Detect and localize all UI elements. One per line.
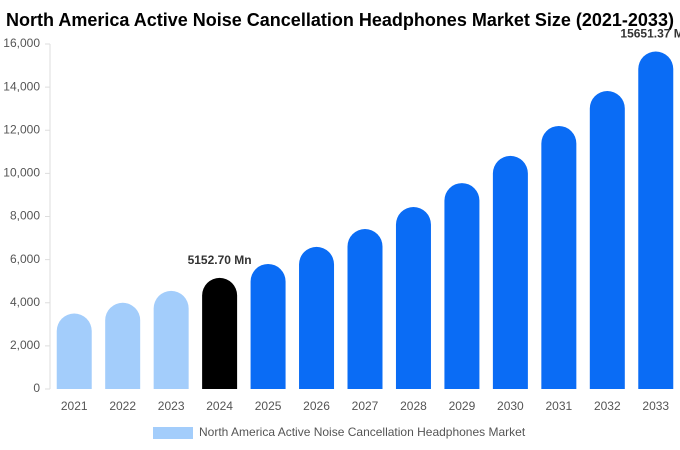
y-tick-label: 12,000 — [3, 122, 40, 136]
x-tick-label: 2028 — [400, 399, 427, 413]
bar — [56, 313, 92, 389]
x-tick-label: 2025 — [255, 399, 282, 413]
legend-swatch — [153, 427, 193, 439]
x-tick-label: 2023 — [158, 399, 185, 413]
x-tick-label: 2031 — [545, 399, 572, 413]
y-tick-label: 0 — [33, 381, 40, 395]
x-tick-label: 2029 — [449, 399, 476, 413]
bar — [589, 91, 625, 389]
y-tick-label: 8,000 — [10, 209, 40, 223]
bar — [395, 207, 431, 389]
bar — [299, 246, 335, 389]
bar — [347, 229, 383, 389]
y-tick-label: 2,000 — [10, 338, 40, 352]
chart-title: North America Active Noise Cancellation … — [6, 10, 674, 30]
data-label: 15651.37 Mn — [620, 27, 680, 41]
x-tick-label: 2021 — [61, 399, 88, 413]
y-tick-label: 16,000 — [3, 36, 40, 50]
bar — [492, 155, 528, 389]
legend-label: North America Active Noise Cancellation … — [199, 425, 526, 439]
y-tick-label: 4,000 — [10, 295, 40, 309]
x-tick-label: 2026 — [303, 399, 330, 413]
bar — [153, 290, 189, 389]
y-tick-label: 10,000 — [3, 166, 40, 180]
bar — [444, 183, 480, 389]
x-tick-label: 2022 — [109, 399, 136, 413]
x-tick-label: 2033 — [642, 399, 669, 413]
bar — [541, 125, 577, 389]
y-tick-label: 6,000 — [10, 252, 40, 266]
bar — [105, 302, 141, 389]
x-tick-label: 2032 — [594, 399, 621, 413]
bar — [250, 263, 286, 389]
x-tick-label: 2030 — [497, 399, 524, 413]
bar — [638, 51, 674, 389]
y-tick-label: 14,000 — [3, 79, 40, 93]
x-tick-label: 2027 — [352, 399, 379, 413]
data-label: 5152.70 Mn — [188, 253, 252, 267]
bar — [202, 277, 238, 389]
x-tick-label: 2024 — [206, 399, 233, 413]
